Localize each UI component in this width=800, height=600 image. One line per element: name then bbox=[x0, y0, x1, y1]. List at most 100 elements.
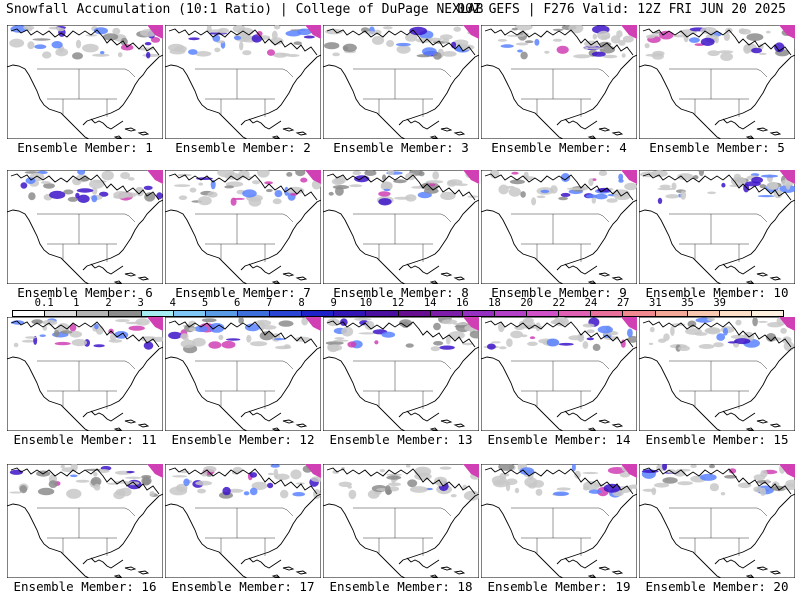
colorbar-tick-label: 12 bbox=[391, 297, 405, 309]
snowfall-map bbox=[165, 317, 321, 431]
colorbar-segment bbox=[462, 311, 495, 316]
snowfall-map bbox=[639, 170, 795, 284]
colorbar-segment bbox=[141, 311, 174, 316]
snowfall-map bbox=[165, 25, 321, 139]
ensemble-member-label: Ensemble Member: 9 bbox=[491, 285, 627, 300]
snowfall-map bbox=[639, 317, 795, 431]
ensemble-panel-8: Ensemble Member: 8 bbox=[323, 170, 479, 302]
snowfall-map bbox=[165, 464, 321, 578]
ensemble-member-label: Ensemble Member: 4 bbox=[491, 140, 627, 155]
snowfall-shading bbox=[491, 464, 637, 498]
colorbar-tick-label: 3 bbox=[137, 297, 144, 309]
colorbar-tick-label: 24 bbox=[584, 297, 598, 309]
snowfall-map bbox=[323, 25, 479, 139]
colorbar-segment bbox=[13, 311, 46, 316]
ensemble-panel-2: Ensemble Member: 2 bbox=[165, 25, 321, 157]
snowfall-shading bbox=[168, 25, 321, 58]
ensemble-member-label: Ensemble Member: 2 bbox=[175, 140, 311, 155]
colorbar-segment bbox=[205, 311, 238, 316]
ensemble-panel-5: Ensemble Member: 5 bbox=[639, 25, 795, 157]
ensemble-member-label: Ensemble Member: 5 bbox=[649, 140, 785, 155]
snowfall-map bbox=[7, 317, 163, 431]
ensemble-member-label: Ensemble Member: 1 bbox=[17, 140, 153, 155]
colorbar-tick-label: 20 bbox=[520, 297, 533, 309]
snowfall-map bbox=[481, 464, 637, 578]
ensemble-panel-16: Ensemble Member: 16 bbox=[7, 464, 163, 596]
colorbar-tick-label: 35 bbox=[681, 297, 694, 309]
snowfall-shading bbox=[173, 170, 321, 207]
snowfall-map bbox=[7, 170, 163, 284]
snowfall-shading bbox=[20, 170, 163, 203]
snowfall-map bbox=[481, 170, 637, 284]
colorbar-segment bbox=[719, 311, 752, 316]
snowfall-map bbox=[323, 464, 479, 578]
ensemble-member-label: Ensemble Member: 17 bbox=[171, 579, 315, 594]
colorbar-segment bbox=[687, 311, 720, 316]
ensemble-member-label: Ensemble Member: 7 bbox=[175, 285, 311, 300]
snowfall-map bbox=[639, 464, 795, 578]
snowfall-map bbox=[7, 464, 163, 578]
colorbar-segment bbox=[623, 311, 656, 316]
snowfall-map bbox=[481, 317, 637, 431]
model-run-info: 00Z GEFS | F276 Valid: 12Z FRI JUN 20 20… bbox=[457, 2, 786, 17]
snowfall-map bbox=[481, 25, 637, 139]
colorbar-tick-label: 5 bbox=[201, 297, 209, 309]
snowfall-map bbox=[323, 170, 479, 284]
colorbar-tick-label: 31 bbox=[649, 297, 662, 309]
ensemble-panel-4: Ensemble Member: 4 bbox=[481, 25, 637, 157]
snowfall-map bbox=[165, 170, 321, 284]
colorbar-segment bbox=[527, 311, 560, 316]
colorbar-segment bbox=[270, 311, 303, 316]
ensemble-panel-6: Ensemble Member: 6 bbox=[7, 170, 163, 302]
ensemble-member-label: Ensemble Member: 6 bbox=[17, 285, 153, 300]
ensemble-member-label: Ensemble Member: 19 bbox=[487, 579, 631, 594]
ensemble-panel-14: Ensemble Member: 14 bbox=[481, 317, 637, 449]
colorbar-segment bbox=[109, 311, 142, 316]
ensemble-panel-12: Ensemble Member: 12 bbox=[165, 317, 321, 449]
ensemble-member-label: Ensemble Member: 10 bbox=[645, 285, 789, 300]
ensemble-panel-13: Ensemble Member: 13 bbox=[323, 317, 479, 449]
snowfall-shading bbox=[489, 170, 637, 206]
colorbar-tick-label: 4 bbox=[169, 297, 176, 309]
colorbar-tick-label: 18 bbox=[488, 297, 501, 309]
colorbar-tick-label: 27 bbox=[616, 297, 630, 309]
colorbar-segment bbox=[751, 311, 783, 316]
colorbar-tick-label: 16 bbox=[456, 297, 469, 309]
colorbar-tick-label: 22 bbox=[552, 297, 566, 309]
ensemble-member-label: Ensemble Member: 16 bbox=[13, 579, 157, 594]
snowfall-shading bbox=[9, 464, 163, 500]
ensemble-member-label: Ensemble Member: 8 bbox=[333, 285, 469, 300]
colorbar-segment bbox=[77, 311, 110, 316]
colorbar-segment bbox=[559, 311, 592, 316]
ensemble-panel-11: Ensemble Member: 11 bbox=[7, 317, 163, 449]
ensemble-panel-18: Ensemble Member: 18 bbox=[323, 464, 479, 596]
snowfall-shading bbox=[328, 170, 479, 206]
ensemble-panel-20: Ensemble Member: 20 bbox=[639, 464, 795, 596]
ensemble-panel-3: Ensemble Member: 3 bbox=[323, 25, 479, 157]
colorbar-segment bbox=[173, 311, 206, 316]
colorbar-tick-label: 39 bbox=[713, 297, 726, 309]
ensemble-member-label: Ensemble Member: 14 bbox=[487, 432, 631, 447]
snowfall-shading bbox=[9, 25, 163, 60]
ensemble-member-label: Ensemble Member: 12 bbox=[171, 432, 315, 447]
colorbar-legend: 0.1 1 2 3 4 5 6 7 8 9 10 12 14 16 18 20 22 24 27 31 35 39 bbox=[12, 297, 784, 319]
ensemble-panel-15: Ensemble Member: 15 bbox=[639, 317, 795, 449]
snowfall-shading bbox=[169, 464, 321, 500]
ensemble-member-label: Ensemble Member: 20 bbox=[645, 579, 789, 594]
snowfall-map bbox=[639, 25, 795, 139]
ensemble-panel-19: Ensemble Member: 19 bbox=[481, 464, 637, 596]
colorbar-segment bbox=[591, 311, 624, 316]
ensemble-member-label: Ensemble Member: 18 bbox=[329, 579, 473, 594]
colorbar-tick-label: 14 bbox=[423, 297, 437, 309]
ensemble-panel-9: Ensemble Member: 9 bbox=[481, 170, 637, 302]
colorbar-tick-label: 2 bbox=[105, 297, 112, 309]
colorbar-tick-label: 6 bbox=[233, 297, 241, 309]
colorbar-tick-label: 1 bbox=[73, 297, 80, 309]
colorbar-segment bbox=[398, 311, 431, 316]
colorbar-segment bbox=[302, 311, 335, 316]
colorbar-segment bbox=[655, 311, 688, 316]
colorbar-strip bbox=[12, 310, 784, 317]
ensemble-panel-7: Ensemble Member: 7 bbox=[165, 170, 321, 302]
colorbar-segment bbox=[45, 311, 78, 316]
snowfall-map bbox=[7, 25, 163, 139]
